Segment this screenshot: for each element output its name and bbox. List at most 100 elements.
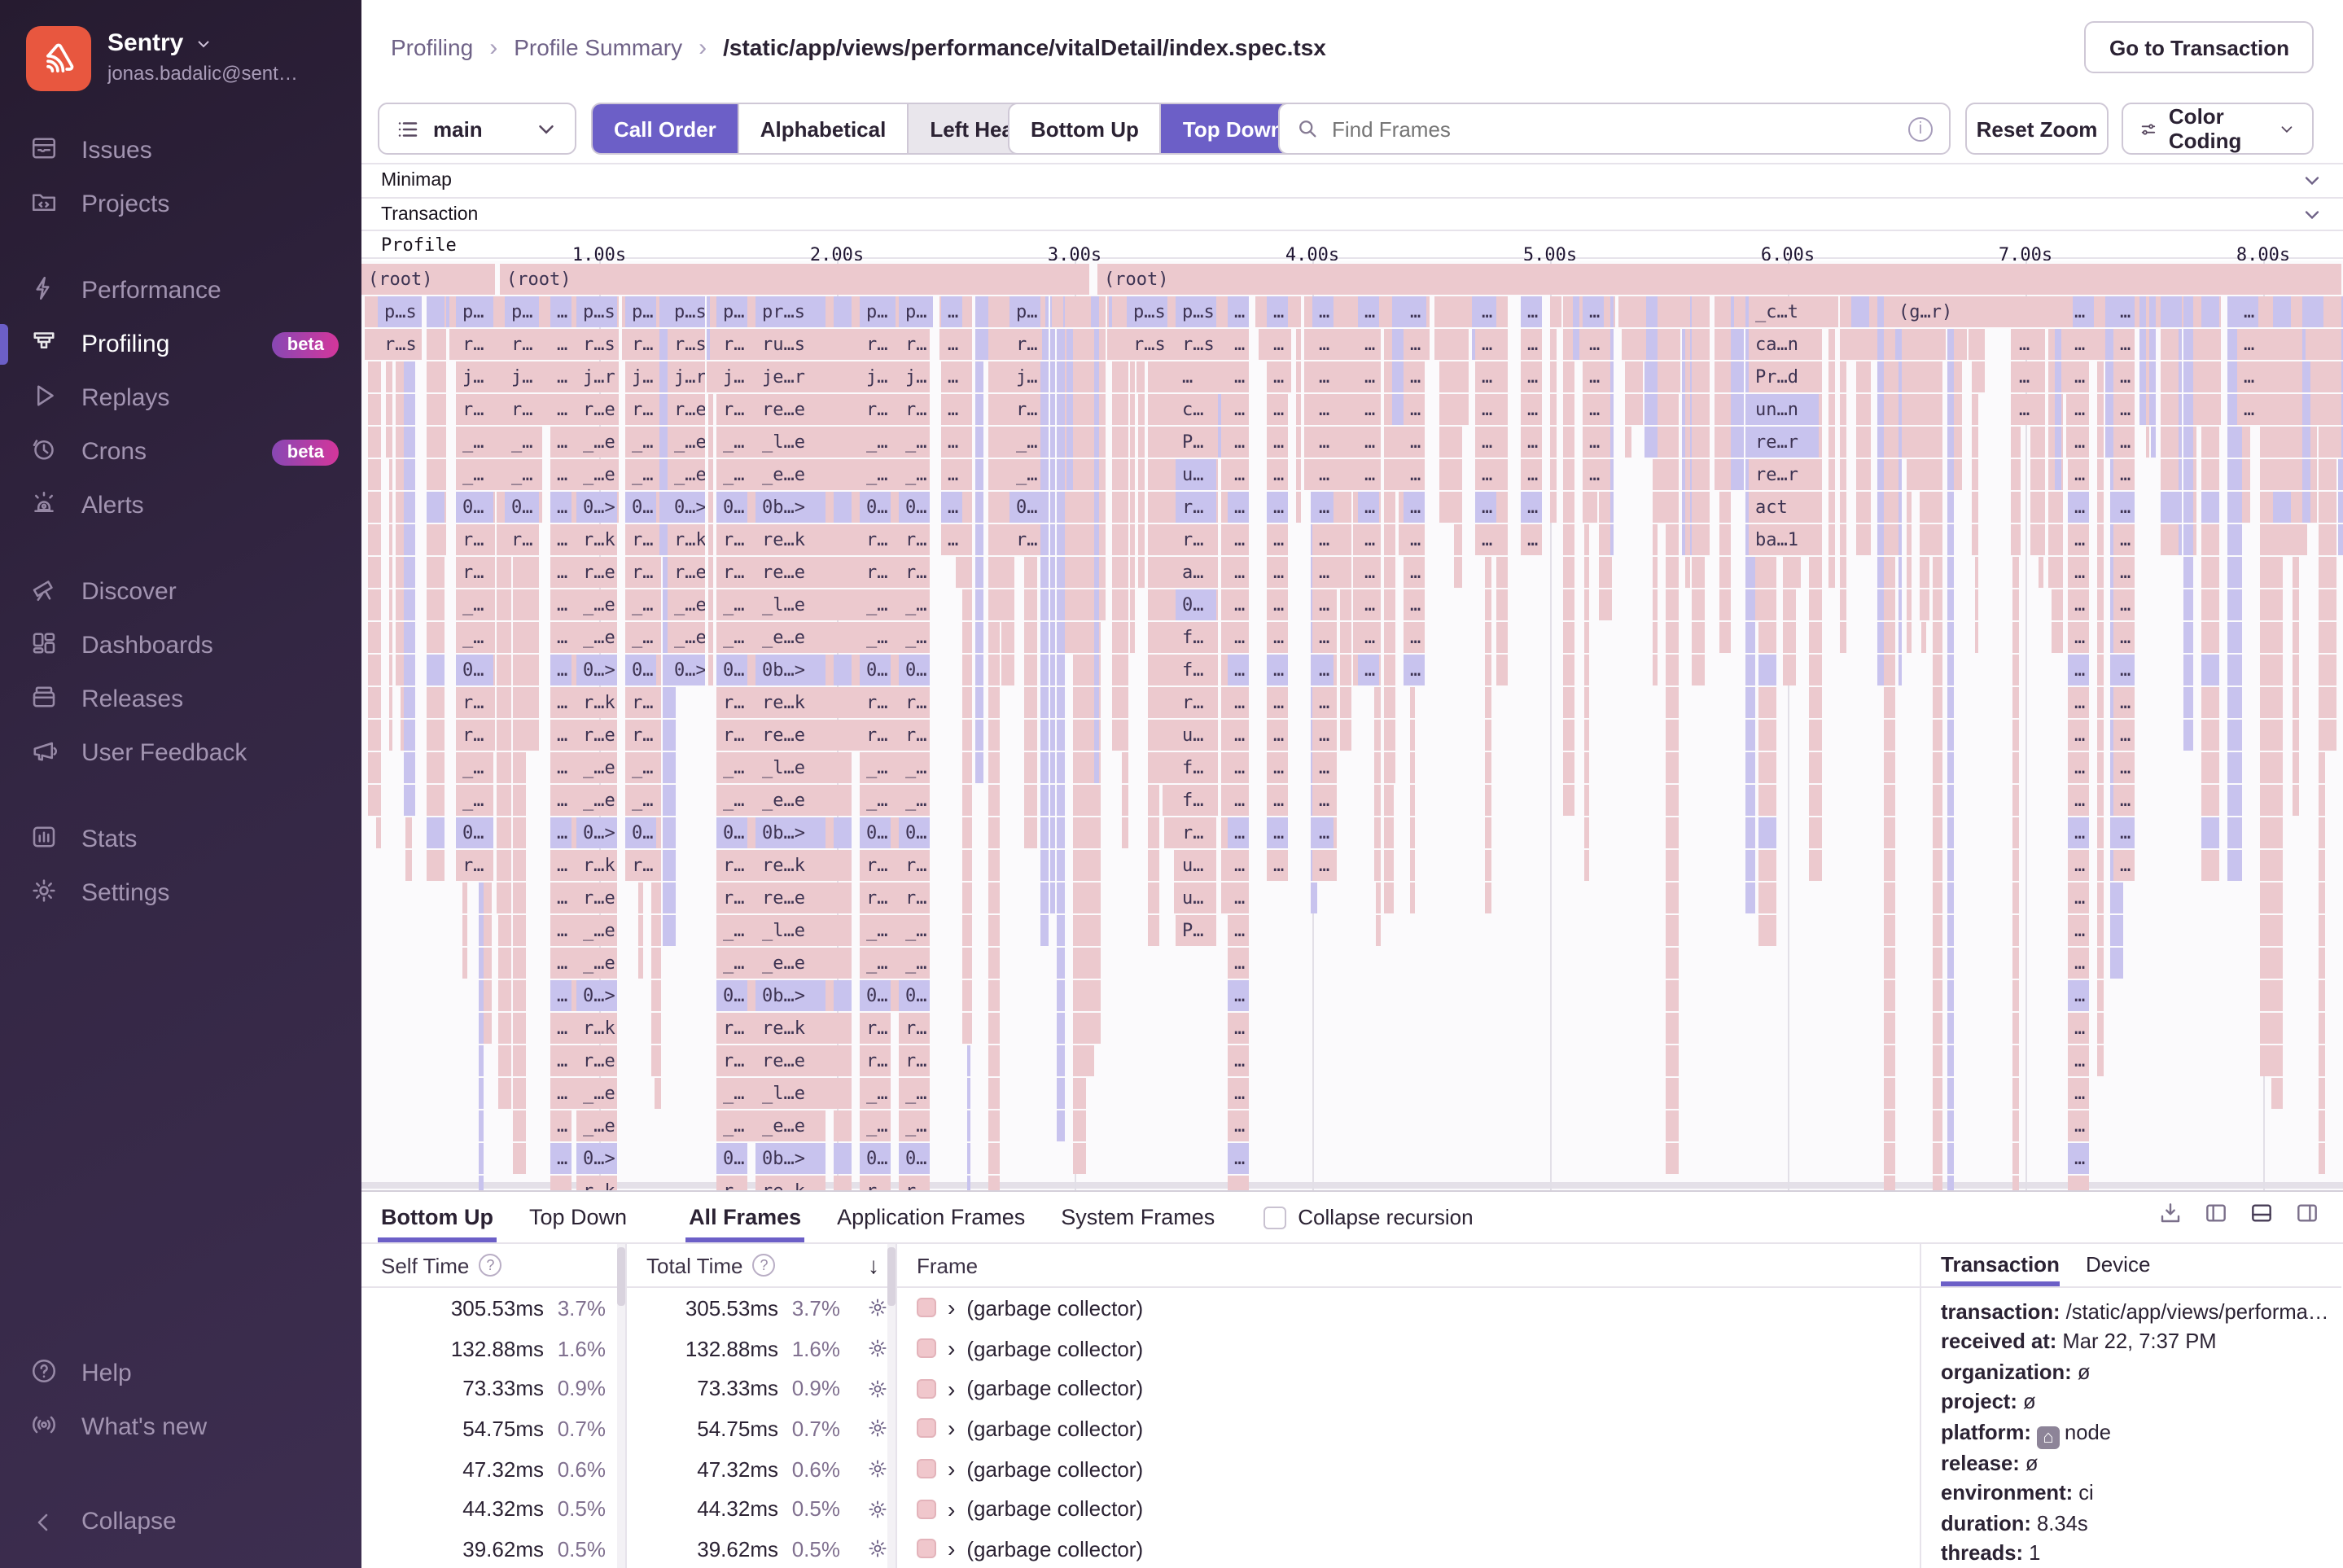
- flame-frame[interactable]: _…: [716, 427, 747, 458]
- flame-frame[interactable]: 0…: [1009, 492, 1040, 523]
- direction-bottom-up-button[interactable]: Bottom Up: [1009, 104, 1162, 153]
- flame-frame[interactable]: re…k: [755, 850, 826, 881]
- flame-frame[interactable]: j…r: [668, 361, 705, 392]
- flame-frame[interactable]: [2273, 394, 2291, 425]
- flame-frame[interactable]: …: [1404, 394, 1425, 425]
- flame-frame[interactable]: _…: [456, 785, 493, 816]
- flame-frame[interactable]: _…: [716, 589, 747, 620]
- flame-frame[interactable]: _…e: [576, 948, 617, 979]
- flame-frame[interactable]: r…: [860, 850, 891, 881]
- flame-frame[interactable]: …: [1312, 589, 1334, 620]
- flame-frame[interactable]: [834, 817, 852, 848]
- flame-frame[interactable]: [2201, 492, 2219, 523]
- flame-frame[interactable]: [834, 655, 852, 685]
- flame-frame[interactable]: [2161, 329, 2179, 360]
- flame-frame[interactable]: r…: [456, 329, 493, 360]
- flame-frame[interactable]: re…k: [755, 687, 826, 718]
- flame-frame[interactable]: 0…: [716, 655, 747, 685]
- flame-frame[interactable]: p…: [625, 296, 656, 327]
- flame-frame[interactable]: _…e: [668, 589, 705, 620]
- layout-left-button[interactable]: [2203, 1200, 2229, 1234]
- flame-frame[interactable]: [834, 361, 852, 392]
- flame-frame[interactable]: [834, 883, 852, 913]
- flame-frame[interactable]: …: [1228, 492, 1249, 523]
- gear-icon[interactable]: [860, 1297, 896, 1320]
- flame-frame[interactable]: _e…e: [755, 785, 826, 816]
- flame-frame[interactable]: …: [1228, 948, 1249, 979]
- flame-frame[interactable]: _…: [860, 948, 891, 979]
- sidebar-item-dashboards[interactable]: Dashboards: [0, 619, 361, 672]
- flame-frame[interactable]: _e…e: [755, 459, 826, 490]
- flame-frame[interactable]: …: [1358, 524, 1379, 555]
- flame-frame[interactable]: r…: [860, 524, 891, 555]
- checkbox[interactable]: [1263, 1206, 1287, 1229]
- flame-frame[interactable]: j…: [456, 361, 493, 392]
- flame-frame[interactable]: 0…: [899, 1143, 930, 1174]
- flame-frame[interactable]: [427, 850, 445, 881]
- flame-frame[interactable]: …: [1267, 850, 1288, 881]
- flame-frame[interactable]: [2273, 492, 2291, 523]
- table-row[interactable]: 39.62ms 0.5%: [361, 1529, 625, 1568]
- flame-frame[interactable]: …: [1176, 361, 1216, 392]
- flame-frame[interactable]: _…: [716, 459, 747, 490]
- flame-frame[interactable]: [2201, 687, 2219, 718]
- flame-frame[interactable]: [834, 1176, 852, 1190]
- gear-icon[interactable]: [860, 1457, 896, 1480]
- table-row[interactable]: 305.53ms 3.7%: [361, 1288, 625, 1328]
- flame-frame[interactable]: un…n: [1749, 394, 1819, 425]
- flame-frame[interactable]: [2161, 492, 2179, 523]
- flame-frame[interactable]: _…: [716, 948, 747, 979]
- flame-frame[interactable]: r…: [899, 687, 930, 718]
- flame-frame[interactable]: _…: [860, 427, 891, 458]
- flame-frame[interactable]: r…s: [378, 329, 422, 360]
- flame-frame[interactable]: a…: [1176, 557, 1216, 588]
- minimap-row[interactable]: Minimap: [361, 163, 2343, 197]
- flame-frame[interactable]: [1758, 785, 1776, 816]
- flame-frame[interactable]: [834, 427, 852, 458]
- table-row[interactable]: 132.88ms 1.6%: [627, 1328, 896, 1368]
- flame-frame[interactable]: …: [941, 394, 962, 425]
- flame-frame[interactable]: _…: [625, 785, 656, 816]
- sidebar-item-alerts[interactable]: Alerts: [0, 479, 361, 532]
- flame-frame[interactable]: r…: [456, 720, 493, 751]
- flame-frame[interactable]: …: [550, 1143, 572, 1174]
- flame-frame[interactable]: …: [550, 915, 572, 946]
- flame-frame[interactable]: …: [1475, 394, 1496, 425]
- table-row[interactable]: 132.88ms 1.6%: [361, 1328, 625, 1368]
- flame-frame[interactable]: 0b…>: [755, 980, 826, 1011]
- flame-frame[interactable]: _…: [899, 752, 930, 783]
- flame-frame[interactable]: [834, 394, 852, 425]
- flame-frame[interactable]: …: [1312, 850, 1334, 881]
- flame-frame[interactable]: …: [2237, 296, 2258, 327]
- flame-frame[interactable]: 0b…>: [755, 492, 826, 523]
- expand-chevron-icon[interactable]: ›: [948, 1335, 956, 1362]
- flame-frame[interactable]: r…: [1176, 687, 1216, 718]
- flame-frame[interactable]: …: [1312, 394, 1334, 425]
- flame-frame[interactable]: …: [941, 296, 962, 327]
- flame-frame[interactable]: u…: [1176, 720, 1216, 751]
- flame-frame[interactable]: …: [1228, 817, 1249, 848]
- flame-frame[interactable]: [2273, 296, 2291, 327]
- flame-frame[interactable]: p…: [860, 296, 891, 327]
- flame-frame[interactable]: …: [1228, 752, 1249, 783]
- tab-device[interactable]: Device: [2085, 1252, 2151, 1277]
- flame-frame[interactable]: …: [2113, 394, 2135, 425]
- flame-frame[interactable]: …: [2113, 427, 2135, 458]
- flame-frame[interactable]: [1758, 850, 1776, 881]
- flame-frame[interactable]: p…: [456, 296, 493, 327]
- flame-frame[interactable]: …: [1358, 557, 1379, 588]
- flame-frame[interactable]: …: [1228, 459, 1249, 490]
- flame-frame[interactable]: r…: [716, 394, 747, 425]
- flame-frame[interactable]: r…: [716, 687, 747, 718]
- flame-frame[interactable]: f…: [1176, 655, 1216, 685]
- flame-frame[interactable]: r…e: [576, 394, 617, 425]
- flame-frame[interactable]: r…: [860, 687, 891, 718]
- flame-frame[interactable]: …: [2068, 1176, 2089, 1190]
- search-input[interactable]: [1332, 116, 1895, 141]
- flame-frame[interactable]: p…: [716, 296, 747, 327]
- flame-frame[interactable]: [2201, 329, 2219, 360]
- vertical-scrollbar[interactable]: [617, 1244, 625, 1568]
- flame-frame[interactable]: …: [1228, 883, 1249, 913]
- flame-frame[interactable]: r…: [899, 1176, 930, 1190]
- flame-frame[interactable]: [2306, 329, 2323, 360]
